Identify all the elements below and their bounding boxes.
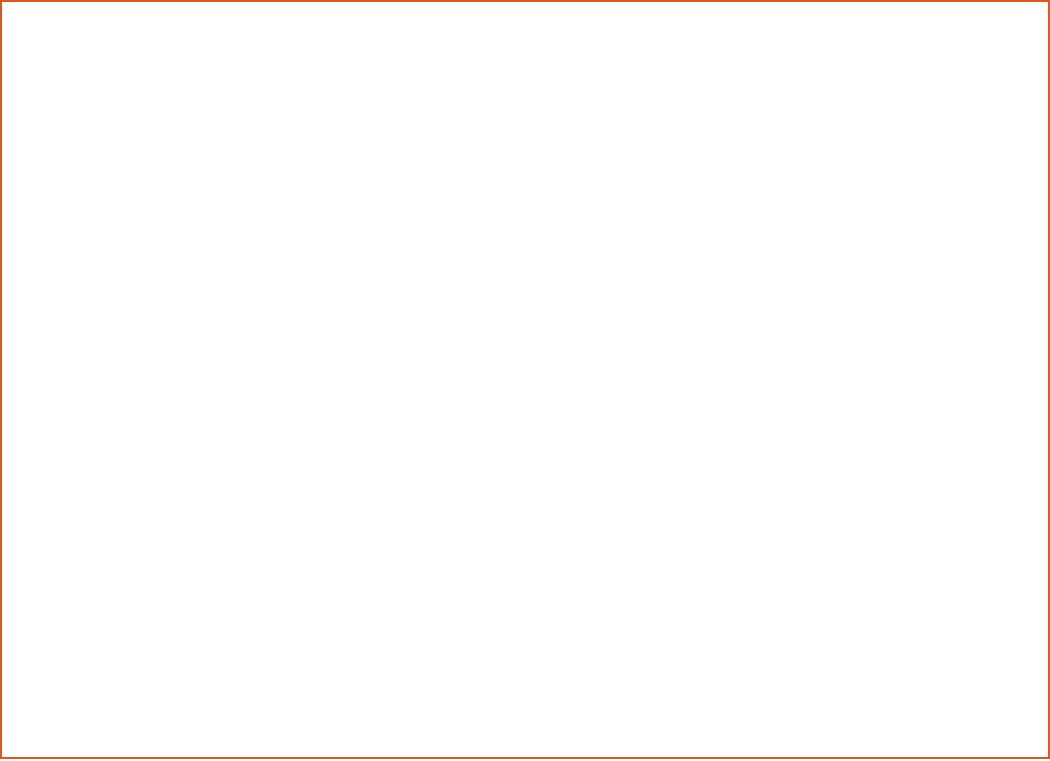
- chart-plot: [2, 2, 1050, 761]
- chart-figure: [0, 0, 1050, 759]
